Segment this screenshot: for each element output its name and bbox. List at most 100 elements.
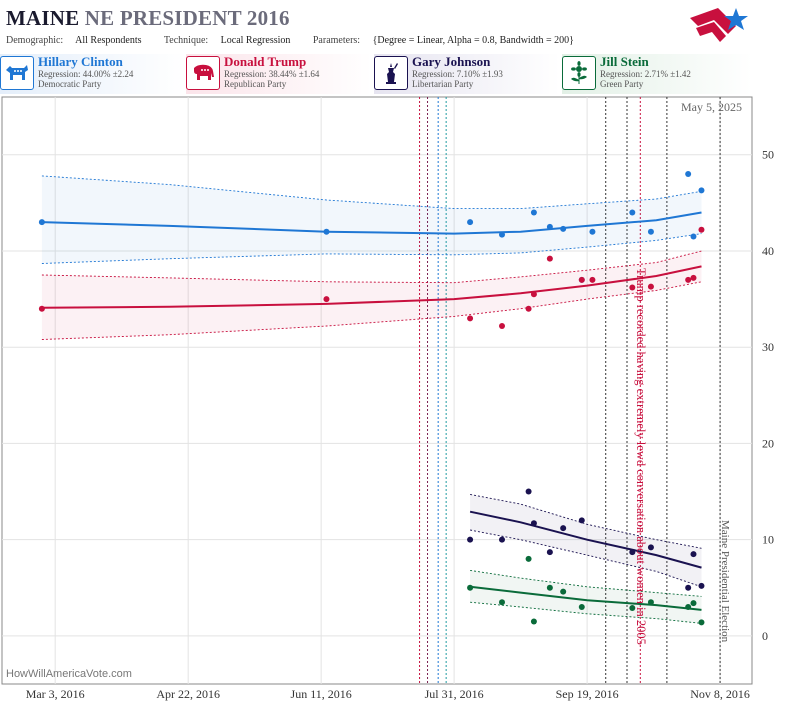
- series-gary-johnson: [467, 488, 705, 591]
- poll-point: [690, 274, 697, 281]
- series-hillary-clinton: [38, 170, 705, 283]
- upper-bound-line: [41, 250, 702, 284]
- poll-point: [525, 305, 532, 312]
- poll-point: [467, 536, 474, 543]
- confidence-band: [470, 570, 702, 624]
- parameters-value: {Degree = Linear, Alpha = 0.8, Bandwidth…: [372, 35, 574, 46]
- poll-point: [629, 549, 636, 556]
- y-tick-label: 30: [762, 340, 774, 354]
- y-tick-label: 0: [762, 629, 768, 643]
- poll-point: [530, 618, 537, 625]
- confidence-band: [41, 251, 702, 340]
- title-state: MAINE: [6, 6, 80, 30]
- lower-bound-line: [470, 601, 702, 624]
- poll-point: [690, 600, 697, 607]
- poll-point: [499, 599, 505, 606]
- legend-name: Jill Stein: [600, 54, 649, 69]
- legend-party: Republican Party: [224, 79, 287, 89]
- poll-point: [530, 520, 537, 527]
- legend-regression: Regression: 2.71% ±1.42: [600, 69, 691, 79]
- legend-item-clinton[interactable]: Hillary Clinton Regression: 44.00% ±2.24…: [0, 54, 184, 94]
- poll-point: [38, 219, 45, 226]
- lower-bound-line: [41, 281, 702, 340]
- x-tick-label: Mar 3, 2016: [26, 687, 85, 701]
- poll-point: [467, 315, 474, 322]
- poll-point: [685, 276, 692, 283]
- y-tick-label: 10: [762, 533, 774, 547]
- poll-point: [525, 555, 532, 562]
- legend-party: Green Party: [600, 79, 644, 89]
- legend-name: Donald Trump: [224, 54, 307, 69]
- site-credit: HowWillAmericaVote.com: [6, 668, 132, 680]
- parameters-bar: Demographic: All Respondents Technique: …: [6, 35, 594, 46]
- legend-regression: Regression: 44.00% ±2.24: [38, 69, 134, 79]
- poll-point: [647, 544, 654, 551]
- poll-point: [499, 323, 505, 330]
- legend-name: Hillary Clinton: [38, 54, 123, 69]
- poll-point: [647, 599, 654, 606]
- poll-point: [530, 209, 537, 216]
- legend-item-trump[interactable]: Donald Trump Regression: 38.44% ±1.64 Re…: [186, 54, 372, 94]
- poll-point: [685, 604, 692, 611]
- legend-regression: Regression: 7.10% ±1.93: [412, 69, 503, 79]
- x-tick-label: Jul 31, 2016: [425, 687, 484, 701]
- series-donald-trump: [38, 226, 705, 340]
- legend-regression: Regression: 38.44% ±1.64: [224, 69, 320, 79]
- y-tick-label: 20: [762, 436, 774, 450]
- lower-bound-line: [41, 233, 702, 264]
- poll-point: [647, 228, 654, 235]
- poll-point: [578, 276, 585, 283]
- poll-point: [629, 604, 636, 611]
- poll-point: [629, 209, 636, 216]
- annotation-label: Maine Presidential Election: [719, 520, 731, 643]
- elephant-icon: [186, 56, 220, 90]
- poll-point: [323, 296, 330, 303]
- legend-party: Libertarian Party: [412, 79, 474, 89]
- poll-point: [546, 255, 553, 262]
- donkey-icon: [0, 56, 34, 90]
- y-tick-label: 40: [762, 244, 774, 258]
- poll-point: [685, 584, 692, 591]
- y-tick-label: 50: [762, 148, 774, 162]
- poll-point: [698, 226, 705, 233]
- parameters-label: Parameters:: [312, 35, 361, 46]
- poll-point: [690, 551, 697, 558]
- site-logo-icon: [690, 8, 748, 42]
- x-tick-label: Nov 8, 2016: [690, 687, 750, 701]
- regression-line: [469, 510, 702, 569]
- regression-line: [41, 211, 702, 235]
- legend-party: Democratic Party: [38, 79, 102, 89]
- poll-point: [578, 517, 585, 524]
- poll-point: [467, 219, 474, 226]
- poll-point: [629, 284, 636, 291]
- regression-line: [41, 265, 702, 309]
- poll-point: [467, 584, 474, 591]
- date-stamp: May 5, 2025: [681, 100, 742, 114]
- poll-point: [685, 170, 692, 177]
- poll-point: [589, 276, 596, 283]
- poll-point: [530, 291, 537, 298]
- x-tick-label: Jun 11, 2016: [291, 687, 352, 701]
- poll-point: [647, 283, 654, 290]
- poll-point: [698, 187, 705, 194]
- poll-point: [560, 225, 567, 232]
- confidence-band: [470, 494, 702, 587]
- poll-point: [546, 223, 553, 230]
- poll-point: [578, 604, 585, 611]
- poll-point: [589, 228, 596, 235]
- x-tick-label: Sep 19, 2016: [556, 687, 619, 701]
- chart-title: MAINE NE PRESIDENT 2016: [6, 6, 290, 31]
- legend-item-stein[interactable]: Jill Stein Regression: 2.71% ±1.42 Green…: [562, 54, 752, 94]
- poll-point: [499, 231, 505, 238]
- poll-point: [323, 228, 330, 235]
- legend-name: Gary Johnson: [412, 54, 491, 69]
- poll-point: [546, 584, 553, 591]
- confidence-band: [41, 175, 702, 264]
- poll-point: [698, 582, 705, 589]
- annotation-label: Trump recorded having extremely lewd con…: [634, 268, 648, 645]
- poll-point: [525, 488, 532, 495]
- legend-item-johnson[interactable]: Gary Johnson Regression: 7.10% ±1.93 Lib…: [374, 54, 560, 94]
- poll-point: [560, 525, 567, 532]
- sunflower-icon: [562, 56, 596, 90]
